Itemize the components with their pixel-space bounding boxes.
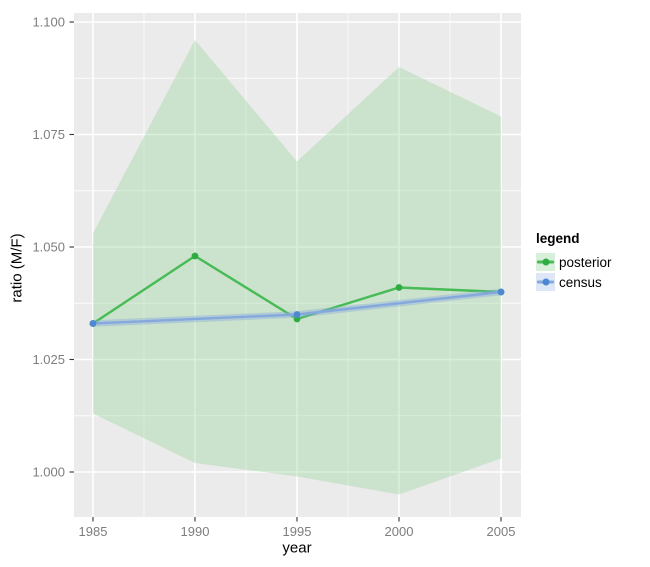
posterior-ribbon: [92, 40, 502, 495]
x-axis-title: year: [282, 539, 312, 557]
y-tick-label: 1.025: [32, 352, 65, 367]
y-tick-label: 1.000: [32, 465, 65, 480]
x-tick-label: 1990: [181, 524, 210, 539]
legend-label-census: census: [559, 274, 602, 290]
y-axis-title: ratio (M/F): [8, 233, 26, 303]
x-tick-label: 1985: [79, 524, 108, 539]
legend-item-posterior: posterior: [536, 252, 612, 272]
legend-item-census: census: [536, 272, 612, 292]
y-tick-label: 1.075: [32, 127, 65, 142]
census-point: [89, 320, 97, 327]
posterior-point: [191, 252, 199, 260]
posterior-key-swatch: [536, 253, 555, 271]
posterior-key-dot-icon: [542, 258, 549, 266]
x-tick-label: 2000: [385, 524, 414, 539]
y-tick-label: 1.100: [32, 15, 65, 30]
legend: legend posterior census: [536, 231, 612, 292]
posterior-point: [395, 284, 403, 291]
census-key-swatch: [536, 273, 555, 291]
y-tick-label: 1.050: [32, 240, 65, 255]
legend-label-posterior: posterior: [559, 254, 612, 270]
x-tick-label: 2005: [487, 524, 516, 539]
legend-title: legend: [536, 231, 580, 246]
census-point: [293, 311, 301, 318]
census-point: [497, 288, 505, 296]
x-tick-label: 1995: [283, 524, 312, 539]
census-key-dot-icon: [542, 278, 549, 286]
